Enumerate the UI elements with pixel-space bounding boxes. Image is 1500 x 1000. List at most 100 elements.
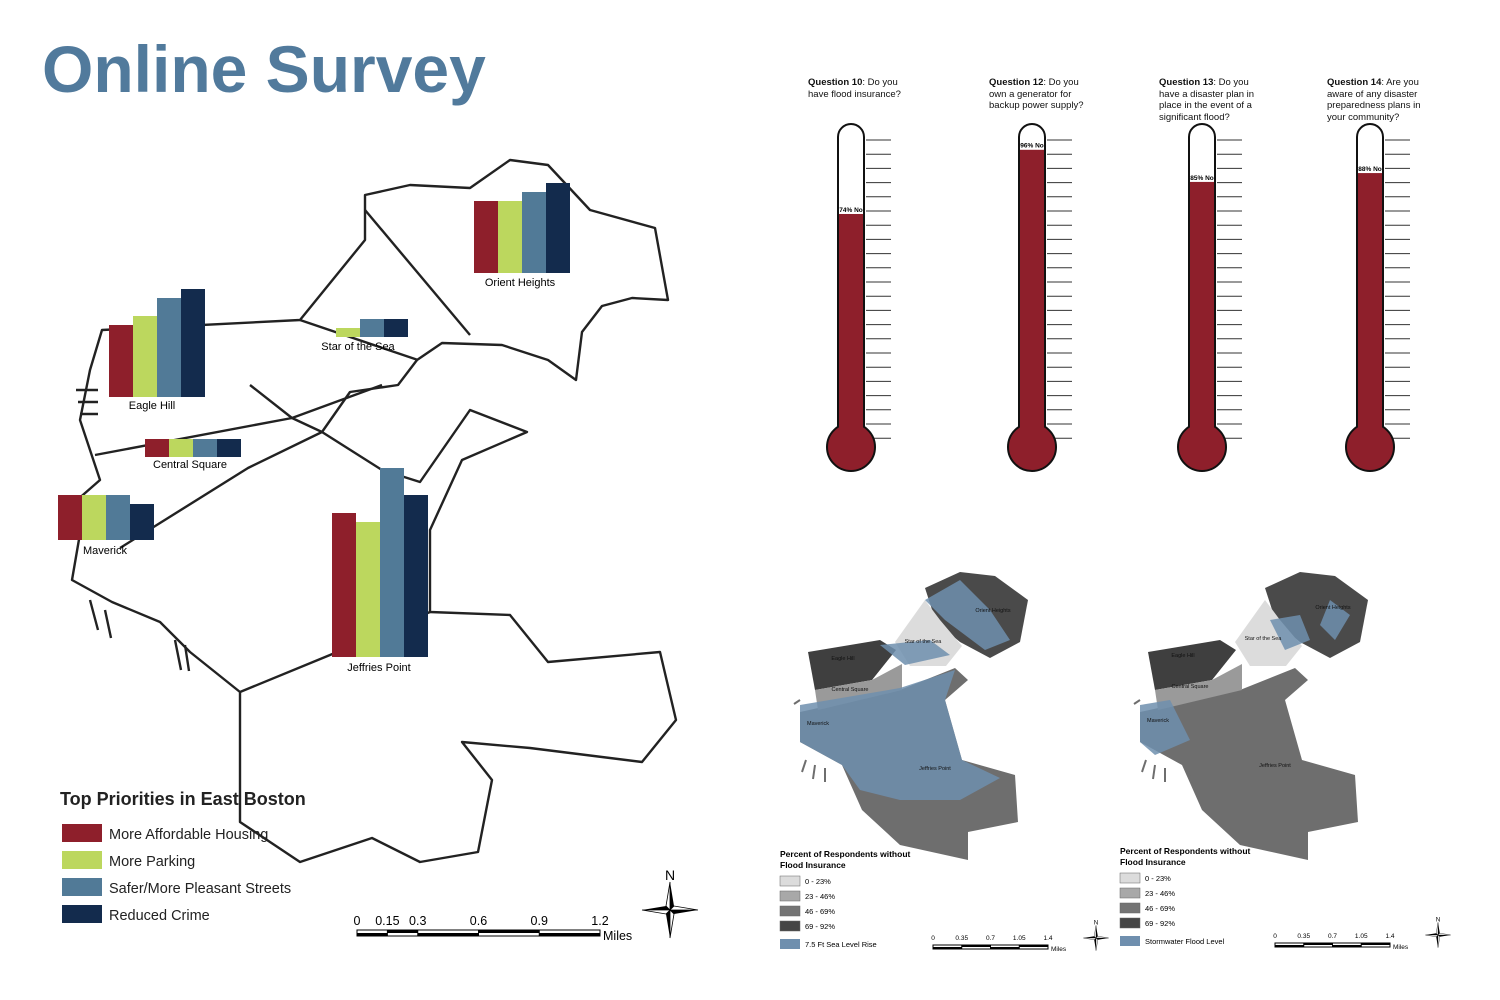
priority-bars: Orient Heights Star of the Sea Eagle Hill C… (58, 183, 570, 674)
scale-bar-segment (990, 947, 1020, 949)
scale-bar-segment (1019, 945, 1048, 947)
scale-tick-label: 0 (1273, 933, 1277, 940)
priority-bar (157, 298, 181, 397)
priority-bar (193, 439, 217, 457)
priority-bar (82, 495, 106, 540)
label-bg (1020, 141, 1044, 150)
scale-unit: Miles (603, 929, 632, 943)
thermometer-fill (1358, 173, 1382, 451)
flood-map-label: Eagle Hill (831, 656, 854, 662)
neighborhood-label: Jeffries Point (347, 662, 410, 674)
scale-bar-segment (357, 933, 388, 936)
question-body: : Do you have flood insurance? (808, 77, 901, 100)
question-text: Question 12: Do you own a generator for … (989, 77, 1089, 112)
north-arrow (1425, 922, 1451, 948)
flood-layer-area (800, 580, 1010, 800)
priority-bar (336, 328, 360, 337)
priority-bar (109, 325, 133, 397)
flood-legend-label: 0 - 23% (805, 877, 831, 886)
scale-tick-label: 0.7 (986, 935, 995, 942)
flood-map-label: Star of the Sea (1245, 636, 1283, 642)
flood-legend-swatch (779, 890, 801, 902)
scale-tick-label: 1.2 (591, 914, 608, 928)
flood-legend-label: 69 - 92% (805, 922, 835, 931)
legend-swatch (62, 824, 102, 842)
scale-tick-label: 0.35 (1297, 933, 1310, 940)
label-bg (839, 205, 863, 214)
scale-tick-label: 0.3 (409, 914, 426, 928)
label-bg (1358, 165, 1382, 174)
scale-tick-label: 1.05 (1355, 933, 1368, 940)
flood-layer-label: Stormwater Flood Level (1145, 937, 1225, 946)
question-label: Question 13 (1159, 77, 1214, 88)
flood-legend-title: Percent of Respondents without Flood Insu… (780, 849, 911, 870)
flood-map-label: Central Square (1172, 684, 1209, 690)
flood-layer-swatch (1120, 936, 1140, 946)
flood-legend-label: 23 - 46% (1145, 889, 1175, 898)
flood-legend-swatch (1119, 902, 1141, 914)
question-label: Question 14 (1327, 77, 1382, 88)
flood-legend-label: 23 - 46% (805, 892, 835, 901)
priority-bar (522, 192, 546, 273)
legend-swatch (62, 905, 102, 923)
scale-bar-segment (933, 947, 962, 949)
scale-bar-segment (1275, 945, 1304, 947)
scale-unit: Miles (1393, 944, 1409, 951)
flood-legend-title: Percent of Respondents without Flood Insu… (1120, 846, 1251, 867)
question-body: : Do you have a disaster plan in place i… (1159, 77, 1255, 123)
legend-label: Safer/More Pleasant Streets (109, 881, 291, 897)
legend-swatch (62, 878, 102, 896)
flood-layer-label: 7.5 Ft Sea Level Rise (805, 940, 877, 949)
legend-swatch (62, 851, 102, 869)
flood-legend-swatch (779, 875, 801, 887)
scale-bar-segment (478, 930, 540, 933)
flood-legend-swatch (1119, 917, 1141, 929)
flood-map-label: Orient Heights (975, 608, 1010, 614)
east-boston-map (58, 158, 678, 864)
thermometer-fill (839, 213, 863, 450)
flood-legend-label: 46 - 69% (805, 907, 835, 916)
priority-bar (106, 495, 130, 540)
flood-map-label: Orient Heights (1315, 605, 1350, 611)
legend-title-line: Flood Insurance (1120, 857, 1186, 867)
priority-bar (145, 439, 169, 457)
question-label: Question 10 (808, 77, 863, 88)
priority-bar (360, 319, 384, 337)
priority-bar (217, 439, 241, 457)
north-arrow (1083, 925, 1109, 951)
question-body: : Are you aware of any disaster prepared… (1327, 77, 1421, 123)
value-label: 85% No (1190, 175, 1214, 182)
scale-tick-label: 0.35 (955, 935, 968, 942)
priority-bar (404, 495, 428, 657)
flood-map-label: Maverick (1147, 718, 1169, 724)
legend-label: More Parking (109, 854, 195, 870)
thermometer-fill (1190, 181, 1214, 451)
legend-title-line: Percent of Respondents without (1120, 846, 1251, 856)
north-label: N (1094, 920, 1099, 927)
priority-bar (546, 183, 570, 273)
flood-legend-swatch (1119, 887, 1141, 899)
flood-legend-label: 69 - 92% (1145, 919, 1175, 928)
legend-title-line: Percent of Respondents without (780, 849, 911, 859)
scale-unit: Miles (1051, 946, 1067, 953)
priority-bar (380, 468, 404, 657)
scale-tick-label: 0.6 (470, 914, 487, 928)
thermometer-fill (1020, 149, 1044, 450)
question-label: Question 12 (989, 77, 1044, 88)
flood-maps: Orient Heights Star of the Sea Eagle Hill C… (779, 571, 1369, 949)
legend-title: Top Priorities in East Boston (60, 789, 306, 809)
flood-map-label: Central Square (832, 687, 869, 693)
value-label: 74% No (839, 207, 863, 214)
priority-bar (384, 319, 408, 337)
scale-tick-label: 0.15 (375, 914, 399, 928)
scale-bar-segment (1332, 945, 1362, 947)
priority-bar (133, 316, 157, 397)
north-arrow (641, 881, 699, 939)
scale-tick-label: 1.4 (1043, 935, 1052, 942)
question-body: : Do you own a generator for backup powe… (989, 77, 1084, 111)
flood-map-label: Star of the Sea (905, 639, 943, 645)
value-label: 96% No (1020, 143, 1044, 150)
north-label: N (665, 867, 675, 883)
